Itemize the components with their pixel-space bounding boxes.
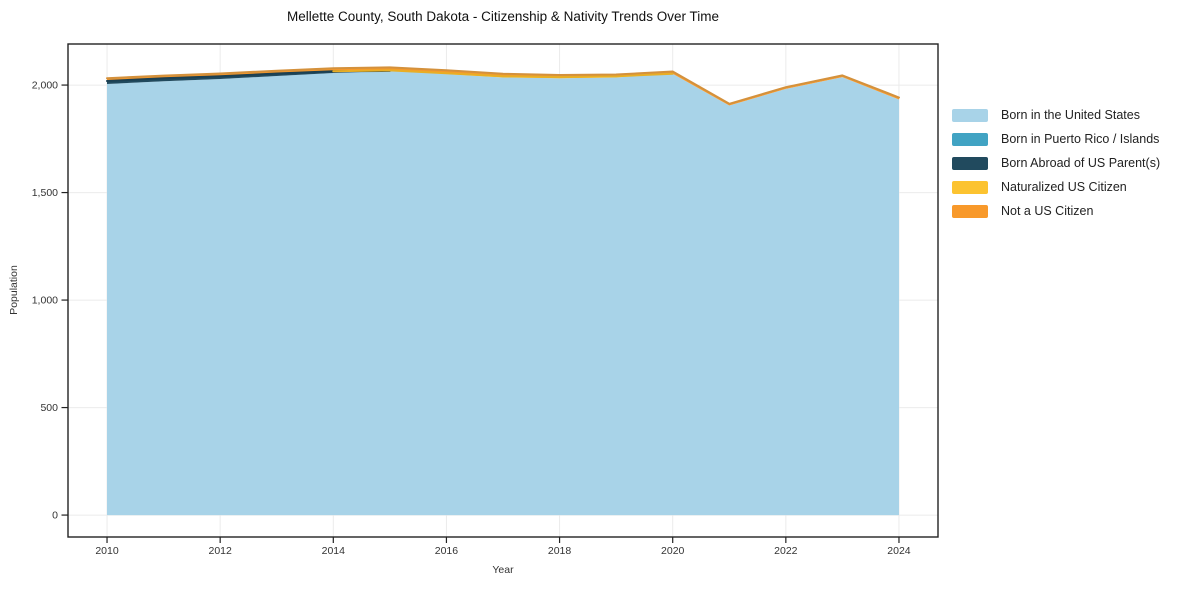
axis-ticks: 2010 2012 2014 2016 2018 2020 2022 2024 0 500 1,00… bbox=[32, 80, 911, 557]
y-tick-label: 0 bbox=[52, 510, 58, 522]
legend-item-label: Born in Puerto Rico / Islands bbox=[1001, 132, 1160, 146]
legend-item-not-a-us-citizen[interactable]: Not a US Citizen bbox=[952, 199, 1160, 223]
x-tick-label: 2020 bbox=[661, 545, 685, 557]
legend-item-label: Born Abroad of US Parent(s) bbox=[1001, 156, 1161, 170]
legend-item-label: Born in the United States bbox=[1001, 108, 1140, 122]
x-tick-label: 2024 bbox=[887, 545, 911, 557]
x-tick-label: 2014 bbox=[322, 545, 346, 557]
x-tick-label: 2016 bbox=[435, 545, 459, 557]
legend-item-label: Naturalized US Citizen bbox=[1001, 180, 1127, 194]
y-tick-label: 1,000 bbox=[32, 295, 58, 307]
y-axis-label: Population bbox=[8, 265, 20, 315]
y-tick-label: 1,500 bbox=[32, 187, 58, 199]
area-born-in-the-united-states bbox=[107, 70, 899, 516]
legend-item-born-in-the-united-states[interactable]: Born in the United States bbox=[952, 103, 1160, 127]
chart-title: Mellette County, South Dakota - Citizens… bbox=[287, 9, 719, 24]
area-naturalized-us-citizen bbox=[107, 70, 899, 106]
legend-swatch bbox=[952, 204, 988, 218]
legend-item-born-in-puerto-rico-islands[interactable]: Born in Puerto Rico / Islands bbox=[952, 127, 1160, 151]
x-tick-label: 2018 bbox=[548, 545, 572, 557]
x-tick-label: 2022 bbox=[774, 545, 798, 557]
x-tick-label: 2012 bbox=[208, 545, 232, 557]
x-axis-label: Year bbox=[492, 564, 514, 576]
legend: Born in the United States Born in Puerto … bbox=[952, 103, 1160, 223]
line-naturalized-us-citizen bbox=[332, 69, 674, 79]
legend-swatch bbox=[952, 156, 988, 170]
legend-item-naturalized-us-citizen[interactable]: Naturalized US Citizen bbox=[952, 175, 1160, 199]
legend-item-born-abroad-of-us-parent-s[interactable]: Born Abroad of US Parent(s) bbox=[952, 151, 1160, 175]
line-not-a-us-citizen bbox=[106, 66, 900, 105]
legend-swatch bbox=[952, 180, 988, 194]
legend-item-label: Not a US Citizen bbox=[1001, 204, 1094, 218]
legend-swatch bbox=[952, 108, 988, 122]
legend-swatch bbox=[952, 132, 988, 146]
x-tick-label: 2010 bbox=[95, 545, 119, 557]
y-tick-label: 2,000 bbox=[32, 80, 58, 92]
y-tick-label: 500 bbox=[40, 402, 58, 414]
plot-border bbox=[67, 43, 939, 538]
area-not-a-us-citizen bbox=[107, 67, 899, 106]
